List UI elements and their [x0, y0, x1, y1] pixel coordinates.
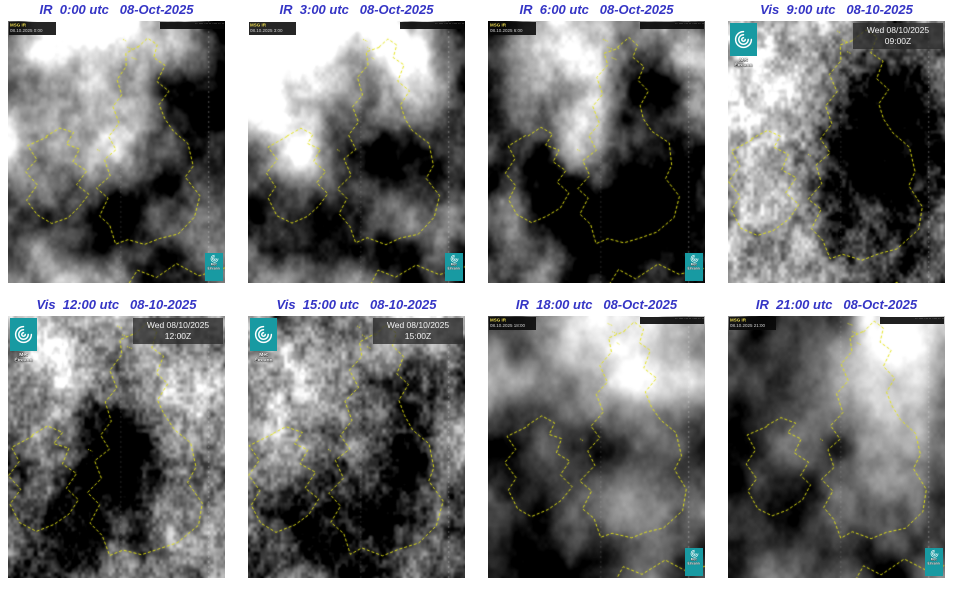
satellite-image-canvas: [728, 316, 945, 578]
timestamp-box: Wed 08/10/2025 15:00Z: [373, 318, 463, 345]
sensor-label: MSG IR 08.10.2025 21:00: [729, 317, 776, 330]
panel-title: IR 0:00 utc 08-Oct-2025: [39, 2, 194, 17]
annotation-bar-text: ·· ···· ··· ·· ···· ·· ···: [675, 22, 704, 26]
timestamp-date: Wed 08/10/2025: [386, 320, 450, 330]
swirl-icon: [734, 30, 753, 49]
satellite-panel-ir: IR 3:00 utc 08-Oct-2025 MSG IR 08.10.202…: [248, 2, 465, 283]
timestamp-time: 09:00Z: [884, 36, 912, 47]
panel-title: IR 3:00 utc 08-Oct-2025: [279, 2, 434, 17]
satellite-image-canvas: [728, 21, 945, 283]
satellite-image-canvas: [248, 316, 465, 578]
satellite-panel-vis: Vis 9:00 utc 08-10-2025 Met Éireann We: [728, 2, 945, 283]
satellite-image-canvas: [488, 21, 705, 283]
met-eireann-logo: Met Éireann: [205, 253, 223, 281]
annotation-bar-text: ·· ···· ··· ·· ···· ·· ···: [435, 22, 464, 26]
annotation-bar: ·· ···· ··· ·· ···· ·· ···: [640, 22, 704, 29]
satellite-image: Met Éireann Wed 08/10/2025 15:00Z: [248, 316, 465, 578]
panel-title: Vis 9:00 utc 08-10-2025: [760, 2, 913, 17]
logo-text-line2: Éireann: [207, 266, 221, 271]
swirl-icon: [450, 254, 458, 263]
panel-title: IR 6:00 utc 08-Oct-2025: [519, 2, 674, 17]
logo-text-line1: Met: [691, 262, 697, 267]
timestamp-box: Wed 08/10/2025 12:00Z: [133, 318, 223, 345]
swirl-icon: [14, 325, 33, 344]
satellite-panel-ir: IR 18:00 utc 08-Oct-2025 MSG IR 08.10.20…: [488, 297, 705, 578]
met-eireann-logo: Met Éireann: [685, 548, 703, 576]
met-eireann-logo: Met Éireann: [250, 318, 277, 372]
satellite-panel-ir: IR 6:00 utc 08-Oct-2025 MSG IR 08.10.202…: [488, 2, 705, 283]
sensor-label-line2: 08.10.2025 18:00: [490, 322, 526, 328]
satellite-panel-vis: Vis 12:00 utc 08-10-2025 Met Éireann W: [8, 297, 225, 578]
timestamp-time: 12:00Z: [164, 331, 192, 342]
satellite-image: MSG IR 08.10.2025 21:00 ·· ···· ··· ·· ·…: [728, 316, 945, 578]
sensor-label: MSG IR 08.10.2025 18:00: [489, 317, 536, 330]
sensor-label: MSG IR 08.10.2025 0:00: [9, 22, 56, 35]
satellite-image-canvas: [488, 316, 705, 578]
panel-title: IR 18:00 utc 08-Oct-2025: [515, 297, 678, 312]
satellite-image: MSG IR 08.10.2025 6:00 ·· ···· ··· ·· ··…: [488, 21, 705, 283]
annotation-bar: ·· ···· ··· ·· ···· ·· ···: [640, 317, 704, 324]
satellite-image-canvas: [8, 316, 225, 578]
sensor-label-line2: 08.10.2025 0:00: [10, 27, 43, 33]
annotation-bar: ·· ···· ··· ·· ···· ·· ···: [160, 22, 224, 29]
sensor-label-line2: 08.10.2025 6:00: [490, 27, 523, 33]
satellite-panel-ir: IR 0:00 utc 08-Oct-2025 MSG IR 08.10.202…: [8, 2, 225, 283]
sensor-label-line1: MSG IR: [10, 22, 27, 28]
timestamp-date: Wed 08/10/2025: [146, 320, 210, 330]
swirl-icon: [930, 549, 938, 558]
logo-text-line1: Met: [739, 56, 748, 62]
sensor-label-line1: MSG IR: [490, 317, 507, 323]
annotation-bar: ·· ···· ··· ·· ···· ·· ···: [880, 317, 944, 324]
logo-text-line2: Éireann: [447, 266, 461, 271]
satellite-image-canvas: [248, 21, 465, 283]
satellite-panel-vis: Vis 15:00 utc 08-10-2025 Met Éireann W: [248, 297, 465, 578]
swirl-icon: [690, 254, 698, 263]
satellite-image: MSG IR 08.10.2025 18:00 ·· ···· ··· ·· ·…: [488, 316, 705, 578]
panel-title: Vis 15:00 utc 08-10-2025: [276, 297, 437, 312]
panel-title: IR 21:00 utc 08-Oct-2025: [755, 297, 918, 312]
logo-text-line1: Met: [19, 351, 28, 357]
satellite-image: Met Éireann Wed 08/10/2025 12:00Z: [8, 316, 225, 578]
met-eireann-logo: Met Éireann: [685, 253, 703, 281]
satellite-panel-ir: IR 21:00 utc 08-Oct-2025 MSG IR 08.10.20…: [728, 297, 945, 578]
logo-text-line2: Éireann: [927, 561, 941, 566]
swirl-icon: [210, 254, 218, 263]
logo-text-line1: Met: [931, 557, 937, 562]
satellite-image: Met Éireann Wed 08/10/2025 09:00Z: [728, 21, 945, 283]
sensor-label-line2: 08.10.2025 21:00: [730, 322, 766, 328]
met-eireann-logo: Met Éireann: [925, 548, 943, 576]
logo-text-line1: Met: [259, 351, 268, 357]
annotation-bar-text: ·· ···· ··· ·· ···· ·· ···: [195, 22, 224, 26]
logo-text-line1: Met: [211, 262, 217, 267]
sensor-label-line1: MSG IR: [730, 317, 747, 323]
annotation-bar-text: ·· ···· ··· ·· ···· ·· ···: [675, 317, 704, 321]
swirl-icon: [690, 549, 698, 558]
swirl-icon: [254, 325, 273, 344]
panel-title: Vis 12:00 utc 08-10-2025: [36, 297, 197, 312]
timestamp-date: Wed 08/10/2025: [866, 25, 930, 35]
satellite-image-canvas: [8, 21, 225, 283]
met-eireann-logo: Met Éireann: [10, 318, 37, 372]
logo-text-line2: Éireann: [687, 266, 701, 271]
logo-text-line1: Met: [451, 262, 457, 267]
sensor-label-line1: MSG IR: [490, 22, 507, 28]
logo-text-line2: Éireann: [687, 561, 701, 566]
sensor-label-line1: MSG IR: [250, 22, 267, 28]
timestamp-box: Wed 08/10/2025 09:00Z: [853, 23, 943, 50]
annotation-bar: ·· ···· ··· ·· ···· ·· ···: [400, 22, 464, 29]
satellite-image: MSG IR 08.10.2025 3:00 ·· ···· ··· ·· ··…: [248, 21, 465, 283]
met-eireann-logo: Met Éireann: [445, 253, 463, 281]
logo-text-line1: Met: [691, 557, 697, 562]
sensor-label: MSG IR 08.10.2025 3:00: [249, 22, 296, 35]
sensor-label: MSG IR 08.10.2025 6:00: [489, 22, 536, 35]
satellite-image: MSG IR 08.10.2025 0:00 ·· ···· ··· ·· ··…: [8, 21, 225, 283]
logo-text-line2: Éireann: [14, 356, 33, 363]
sensor-label-line2: 08.10.2025 3:00: [250, 27, 283, 33]
annotation-bar-text: ·· ···· ··· ·· ···· ·· ···: [915, 317, 944, 321]
timestamp-time: 15:00Z: [404, 331, 432, 342]
logo-text-line2: Éireann: [734, 61, 753, 68]
logo-text-line2: Éireann: [254, 356, 273, 363]
met-eireann-logo: Met Éireann: [730, 23, 757, 77]
